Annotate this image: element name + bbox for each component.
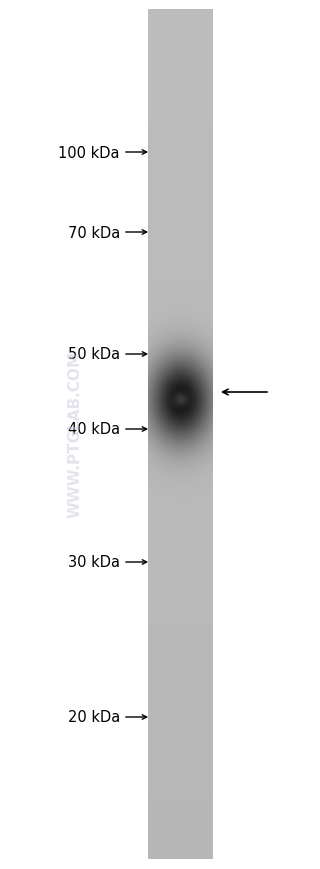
Text: 100 kDa: 100 kDa <box>59 145 120 160</box>
Text: 40 kDa: 40 kDa <box>68 422 120 437</box>
Text: 30 kDa: 30 kDa <box>68 555 120 570</box>
Text: 50 kDa: 50 kDa <box>68 347 120 362</box>
Text: 70 kDa: 70 kDa <box>68 225 120 240</box>
Text: WWW.PTGLAB.COM: WWW.PTGLAB.COM <box>68 351 83 518</box>
Text: 20 kDa: 20 kDa <box>68 710 120 725</box>
